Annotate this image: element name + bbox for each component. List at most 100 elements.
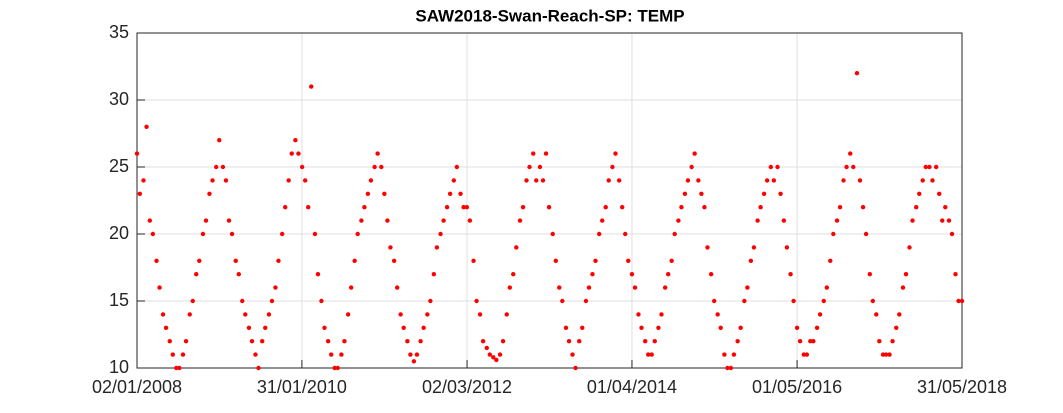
data-point bbox=[844, 164, 849, 170]
data-point bbox=[451, 178, 457, 183]
data-point bbox=[352, 258, 357, 263]
data-point bbox=[174, 365, 179, 371]
data-point bbox=[705, 245, 710, 250]
data-point bbox=[923, 164, 928, 170]
data-point bbox=[682, 191, 688, 196]
data-point bbox=[425, 312, 430, 317]
data-point bbox=[434, 245, 440, 250]
data-point bbox=[444, 205, 450, 210]
data-point bbox=[233, 258, 238, 263]
data-point bbox=[771, 178, 777, 183]
data-point bbox=[388, 245, 393, 250]
data-point bbox=[223, 178, 229, 183]
data-point bbox=[586, 285, 592, 290]
data-point bbox=[725, 365, 730, 371]
data-point bbox=[454, 164, 460, 170]
data-point bbox=[722, 352, 727, 357]
data-point bbox=[679, 205, 684, 210]
data-point bbox=[665, 272, 671, 277]
data-point bbox=[372, 164, 377, 170]
data-point bbox=[927, 164, 932, 170]
data-point bbox=[903, 272, 909, 277]
data-point bbox=[596, 231, 602, 237]
data-point bbox=[226, 218, 232, 223]
data-point bbox=[190, 298, 195, 304]
data-point bbox=[689, 164, 694, 170]
data-point bbox=[141, 178, 146, 183]
data-point bbox=[937, 191, 942, 196]
data-point bbox=[583, 298, 589, 304]
y-tick-label: 20 bbox=[109, 223, 129, 243]
data-point bbox=[507, 285, 512, 290]
data-point bbox=[563, 325, 569, 330]
data-point bbox=[401, 325, 406, 330]
data-point bbox=[933, 164, 939, 170]
data-point bbox=[263, 325, 268, 330]
data-point bbox=[910, 218, 915, 223]
data-point bbox=[249, 339, 255, 344]
data-point bbox=[764, 178, 770, 183]
data-point bbox=[566, 339, 572, 344]
data-point bbox=[474, 298, 479, 304]
data-point bbox=[408, 352, 413, 357]
data-point bbox=[293, 138, 298, 143]
x-tick-label: 01/05/2016 bbox=[752, 377, 842, 397]
data-point bbox=[626, 258, 631, 263]
data-point bbox=[260, 339, 265, 344]
data-point bbox=[877, 339, 882, 344]
data-point bbox=[500, 339, 506, 344]
data-point bbox=[580, 325, 585, 330]
data-point bbox=[480, 339, 486, 344]
data-point bbox=[874, 312, 879, 317]
data-point bbox=[289, 151, 294, 156]
data-point bbox=[953, 272, 958, 277]
data-point bbox=[421, 325, 426, 330]
data-point bbox=[854, 71, 860, 76]
data-point bbox=[851, 164, 856, 170]
data-point bbox=[537, 164, 543, 170]
data-point bbox=[494, 357, 499, 363]
x-tick-label: 02/03/2012 bbox=[422, 377, 512, 397]
data-point bbox=[728, 365, 734, 371]
data-point bbox=[543, 151, 549, 156]
data-point bbox=[824, 285, 830, 290]
data-point bbox=[550, 231, 555, 237]
data-point bbox=[345, 312, 351, 317]
data-point bbox=[359, 218, 364, 223]
data-point bbox=[590, 272, 595, 277]
data-point bbox=[946, 218, 952, 223]
data-point bbox=[240, 298, 245, 304]
y-tick-label: 10 bbox=[109, 357, 129, 377]
data-point bbox=[491, 355, 496, 360]
data-point bbox=[200, 231, 206, 237]
data-point bbox=[778, 191, 783, 196]
data-point bbox=[890, 339, 895, 344]
data-point bbox=[319, 298, 324, 304]
data-point bbox=[154, 258, 159, 263]
data-point bbox=[511, 272, 516, 277]
data-point bbox=[312, 231, 318, 237]
data-point bbox=[804, 352, 810, 357]
data-point bbox=[603, 205, 608, 210]
data-point bbox=[702, 205, 707, 210]
data-point bbox=[137, 191, 143, 196]
data-point bbox=[887, 352, 892, 357]
data-point bbox=[600, 218, 605, 223]
plot-frame bbox=[136, 32, 963, 369]
data-point bbox=[497, 352, 503, 357]
data-point bbox=[632, 285, 638, 290]
data-point bbox=[170, 352, 176, 357]
data-point bbox=[458, 191, 463, 196]
data-point bbox=[784, 245, 790, 250]
data-point bbox=[418, 339, 423, 344]
data-point bbox=[394, 285, 400, 290]
data-point bbox=[520, 205, 526, 210]
data-point bbox=[577, 339, 582, 344]
data-point bbox=[276, 258, 281, 263]
y-tick-label: 15 bbox=[109, 290, 129, 310]
data-point bbox=[299, 164, 305, 170]
y-tick-label: 25 bbox=[109, 156, 129, 176]
data-point bbox=[428, 298, 433, 304]
